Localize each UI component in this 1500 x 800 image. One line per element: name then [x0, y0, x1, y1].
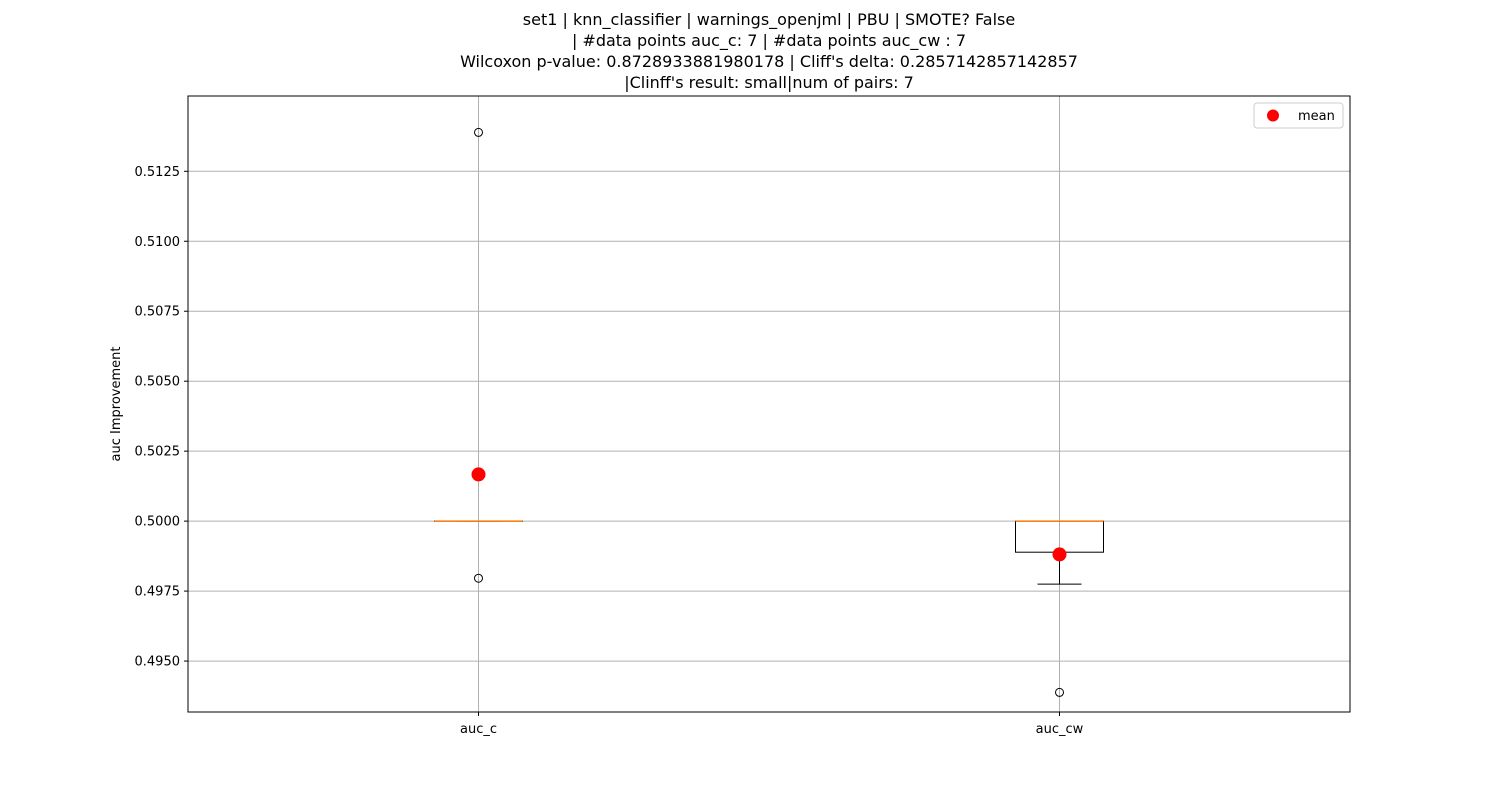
plot-area-frame	[187, 95, 1351, 713]
legend-box	[1253, 102, 1344, 129]
y-tick-label: 0.5000	[135, 515, 181, 530]
y-tick-label: 0.4975	[135, 585, 181, 600]
outlier-point	[1055, 687, 1064, 697]
outlier-point	[474, 573, 483, 583]
mean-markers	[471, 467, 1067, 562]
title-line-4: |Clinff's result: small|num of pairs: 7	[624, 73, 914, 92]
x-tick-label: auc_cw	[1036, 722, 1084, 737]
mean-point-auc_cw	[1052, 547, 1067, 562]
legend-mean-marker	[1267, 109, 1279, 122]
grid-lines	[188, 96, 1350, 712]
title-line-3: Wilcoxon p-value: 0.8728933881980178 | C…	[460, 52, 1078, 71]
legend-mean-label: mean	[1298, 109, 1335, 124]
chart-title: set1 | knn_classifier | warnings_openjml…	[460, 10, 1078, 92]
box-auc_c	[434, 127, 523, 583]
y-tick-label: 0.5125	[135, 165, 181, 180]
title-line-1: set1 | knn_classifier | warnings_openjml…	[523, 10, 1015, 30]
y-tick-label: 0.5025	[135, 445, 181, 460]
mean-point-auc_c	[471, 467, 486, 482]
title-line-2: | #data points auc_c: 7 | #data points a…	[572, 31, 966, 51]
y-tick-label: 0.5075	[135, 305, 181, 320]
outlier-point	[474, 127, 483, 137]
y-tick-label: 0.4950	[135, 655, 181, 670]
x-axis-ticks: auc_c auc_cw	[460, 712, 1084, 737]
y-axis-label: auc Improvement	[109, 347, 124, 462]
y-tick-label: 0.5100	[135, 235, 181, 250]
box-plots	[434, 127, 1104, 697]
y-tick-label: 0.5050	[135, 375, 181, 390]
y-axis-ticks: 0.4950 0.4975 0.5000 0.5025 0.5050 0.5075 0.51…	[135, 165, 188, 670]
legend: mean	[1253, 102, 1344, 129]
x-tick-label: auc_c	[460, 722, 497, 737]
